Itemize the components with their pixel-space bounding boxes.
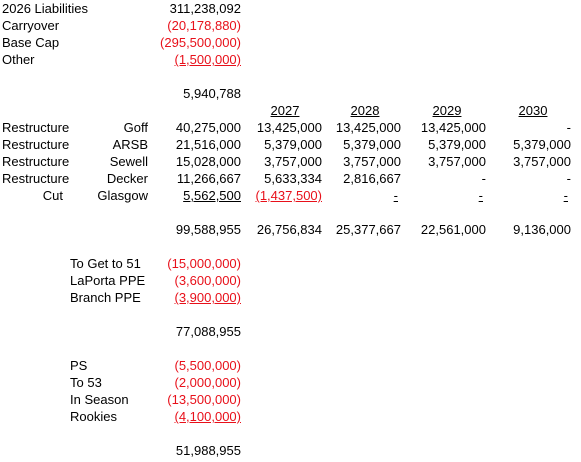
future-amount: 3,757,000 — [264, 154, 322, 169]
amount: (295,500,000) — [160, 35, 241, 50]
amount: 15,028,000 — [175, 154, 241, 169]
future-amount: 3,757,000 — [343, 154, 401, 169]
player-name: Decker — [106, 171, 148, 186]
player-name: Glasgow — [97, 188, 148, 203]
row-label: LaPorta PPE — [70, 273, 146, 288]
action: Restructure — [2, 137, 70, 152]
amount: 40,275,000 — [175, 120, 241, 135]
total: 99,588,955 — [175, 222, 241, 237]
amount: (15,000,000) — [167, 256, 241, 271]
player-name: ARSB — [112, 137, 148, 152]
action: Restructure — [2, 120, 70, 135]
future-amount: (1,437,500) — [255, 188, 323, 203]
amount: 11,266,667 — [176, 171, 241, 186]
future-amount: 5,379,000 — [343, 137, 401, 152]
row-label: Base Cap — [2, 35, 60, 50]
future-amount: - — [566, 171, 571, 186]
subtotal: 5,940,788 — [183, 86, 241, 101]
future-total: 25,377,667 — [335, 222, 401, 237]
year-header: 2028 — [350, 103, 380, 118]
amount: (13,500,000) — [167, 392, 241, 407]
future-amount: - — [566, 120, 571, 135]
amount: (20,178,880) — [167, 18, 241, 33]
row-label: To 53 — [70, 375, 102, 390]
year-header: 2030 — [518, 103, 548, 118]
future-total: 9,136,000 — [513, 222, 571, 237]
player-name: Goff — [123, 120, 148, 135]
future-amount: - — [478, 188, 483, 203]
row-label: 2026 Liabilities — [2, 1, 89, 16]
player-name: Sewell — [109, 154, 148, 169]
amount: (2,000,000) — [174, 375, 242, 390]
year-header: 2029 — [432, 103, 462, 118]
subtotal: 51,988,955 — [175, 443, 241, 458]
future-total: 22,561,000 — [420, 222, 486, 237]
amount: 311,238,092 — [169, 1, 241, 16]
future-total: 26,756,834 — [256, 222, 322, 237]
action: Restructure — [2, 154, 70, 169]
amount: (3,600,000) — [174, 273, 242, 288]
future-amount: 5,379,000 — [428, 137, 486, 152]
row-label: In Season — [70, 392, 129, 407]
row-label: PS — [70, 358, 88, 373]
row-label: Rookies — [70, 409, 117, 424]
year-header: 2027 — [270, 103, 300, 118]
amount: (3,900,000) — [174, 290, 242, 305]
future-amount: 3,757,000 — [428, 154, 486, 169]
subtotal: 77,088,955 — [175, 324, 241, 339]
future-amount: 2,816,667 — [343, 171, 401, 186]
amount: (4,100,000) — [174, 409, 242, 424]
action: Restructure — [2, 171, 70, 186]
row-label: Branch PPE — [70, 290, 141, 305]
future-amount: 13,425,000 — [256, 120, 322, 135]
future-amount: 5,633,334 — [264, 171, 322, 186]
row-label: To Get to 51 — [70, 256, 141, 271]
action: Cut — [42, 188, 63, 203]
amount: (1,500,000) — [174, 52, 242, 67]
row-label: Other — [2, 52, 35, 67]
future-amount: 3,757,000 — [513, 154, 571, 169]
future-amount: - — [481, 171, 486, 186]
amount: 21,516,000 — [175, 137, 241, 152]
amount: 5,562,500 — [183, 188, 241, 203]
future-amount: 13,425,000 — [335, 120, 401, 135]
row-label: Carryover — [2, 18, 60, 33]
future-amount: 5,379,000 — [264, 137, 322, 152]
future-amount: 5,379,000 — [513, 137, 571, 152]
future-amount: 13,425,000 — [420, 120, 486, 135]
future-amount: - — [393, 188, 398, 203]
amount: (5,500,000) — [174, 358, 242, 373]
future-amount: - — [563, 188, 568, 203]
